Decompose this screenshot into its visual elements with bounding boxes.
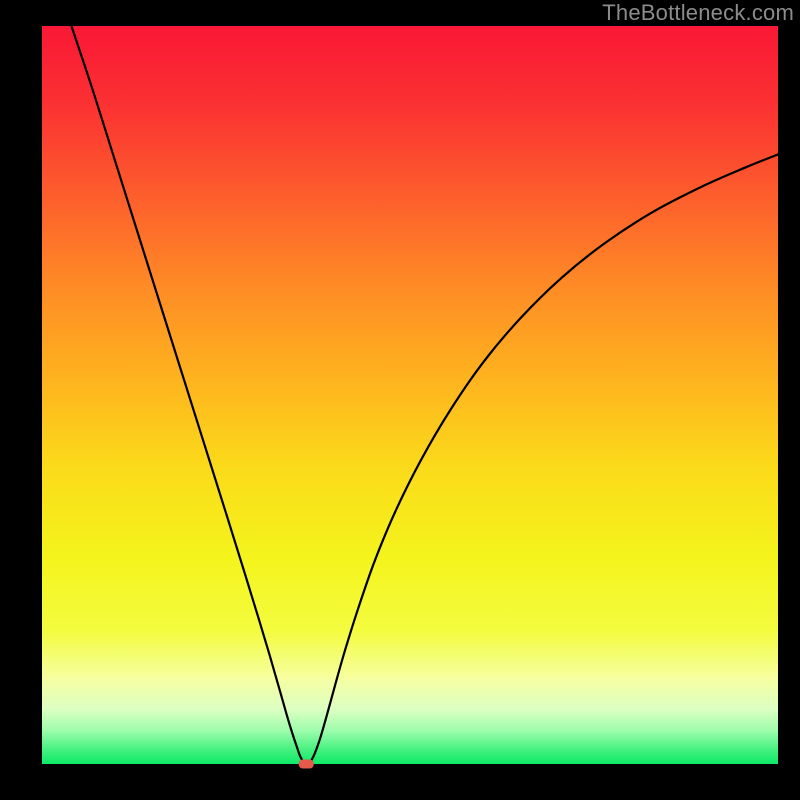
bottleneck-plot [0, 0, 800, 800]
optimum-marker [299, 760, 314, 769]
plot-area-gradient [42, 26, 778, 764]
watermark-text: TheBottleneck.com [602, 0, 794, 26]
chart-root: TheBottleneck.com [0, 0, 800, 800]
